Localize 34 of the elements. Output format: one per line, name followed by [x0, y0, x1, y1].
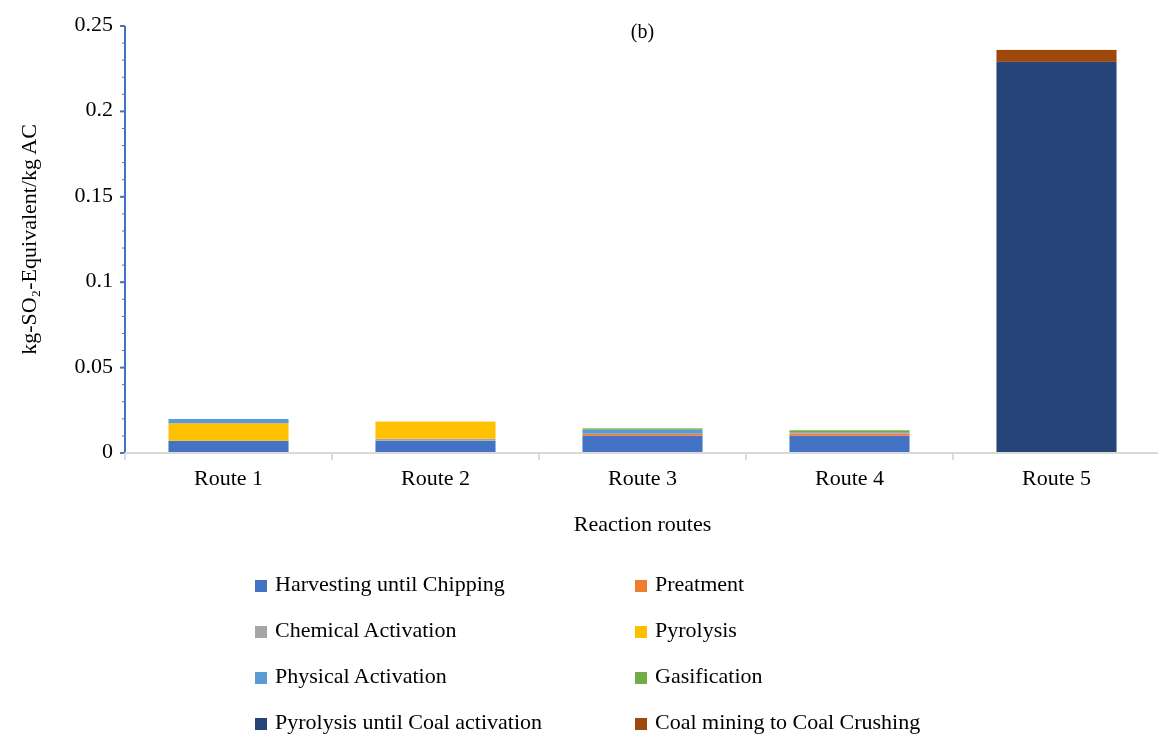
bar [996, 61, 1117, 453]
y-tick-label: 0.1 [85, 267, 113, 293]
legend-label: Chemical Activation [275, 617, 457, 643]
y-tick-label: 0.15 [74, 181, 113, 207]
bar [375, 438, 496, 441]
x-tick-label: Route 2 [400, 465, 471, 490]
bar [789, 435, 910, 453]
legend-label: Coal mining to Coal Crushing [655, 709, 921, 735]
bar [168, 440, 289, 453]
legend-label: Pyrolysis until Coal activation [275, 709, 543, 735]
legend-label: Pyrolysis [655, 617, 737, 643]
y-tick-label: 0.2 [85, 96, 113, 122]
y-tick-label: 0 [102, 438, 113, 464]
bar [582, 433, 703, 436]
x-tick-label: Route 1 [193, 465, 264, 490]
chart-title: (b) [630, 20, 655, 43]
x-tick-label: Route 4 [814, 465, 885, 490]
x-axis-title: Reaction routes [573, 511, 712, 536]
legend-label: Physical Activation [275, 663, 447, 689]
x-tick-label: Route 5 [1021, 465, 1092, 490]
legend-label: Preatment [655, 571, 745, 597]
y-tick-label: 0.05 [74, 352, 113, 378]
x-tick-label: Route 3 [607, 465, 678, 490]
bar [996, 49, 1117, 62]
bar [582, 435, 703, 453]
bar [375, 440, 496, 453]
y-tick-label: 0.25 [74, 11, 113, 37]
legend-label: Gasification [655, 663, 763, 689]
bar [168, 419, 289, 424]
bar [582, 429, 703, 434]
bar [168, 423, 289, 441]
bar [375, 421, 496, 439]
legend-label: Harvesting until Chipping [275, 571, 505, 597]
y-axis-title: kg-SO₂-Equivalent/kg AC [16, 124, 41, 355]
